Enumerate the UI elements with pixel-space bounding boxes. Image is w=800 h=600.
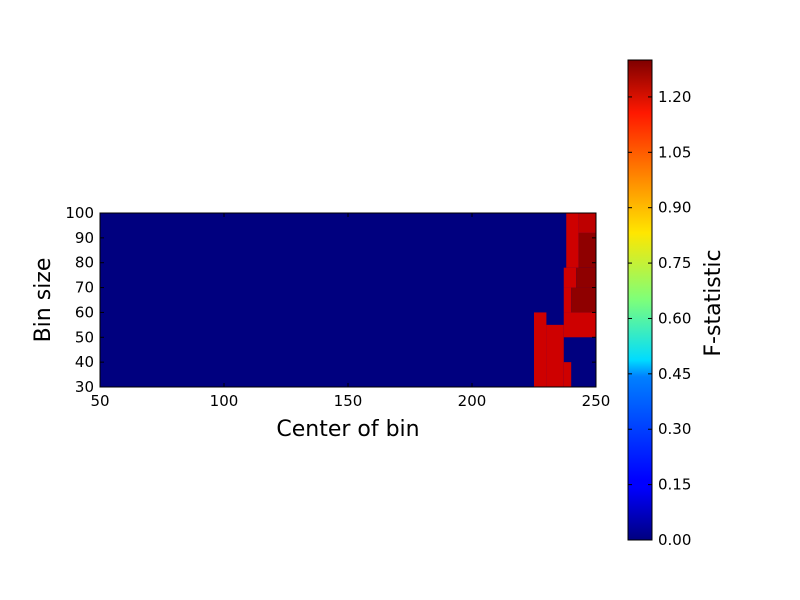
heatmap-cells [534,213,596,387]
y-tick-label: 80 [75,254,94,272]
heatmap-plot: 50 100 150 200 250 30 40 50 60 70 80 90 100 Center … [31,204,610,442]
y-tick-label: 70 [75,279,94,297]
heatmap-cell [576,267,596,288]
y-tick-label: 50 [75,328,94,346]
colorbar-tick-label: 0.30 [658,420,691,438]
heatmap-cell [546,324,564,387]
heatmap-cell [563,312,596,338]
y-axis-title: Bin size [31,258,56,343]
x-tick-label: 200 [458,392,487,410]
x-axis-ticks: 50 100 150 200 250 [90,213,610,410]
colorbar-tick-label: 0.75 [658,254,691,272]
colorbar-tick-label: 0.15 [658,476,691,494]
y-tick-label: 30 [75,378,94,396]
heatmap-cell [534,312,547,387]
heatmap-cell [578,213,596,233]
y-tick-label: 60 [75,303,94,321]
colorbar-tick-label: 1.20 [658,88,691,106]
y-axis-ticks: 30 40 50 60 70 80 90 100 [65,204,596,396]
colorbar-gradient [627,59,653,541]
heatmap-background [100,213,596,387]
heatmap-cell [578,232,596,268]
colorbar-tick-label: 1.05 [658,143,691,161]
colorbar-tick-label: 0.60 [658,309,691,327]
heatmap-cell [563,362,572,387]
colorbar-title: F-statistic [701,249,726,356]
colorbar: 0.00 0.15 0.30 0.45 0.60 0.75 0.90 1.05 1.20 F-s… [627,59,726,549]
colorbar-tick-label: 0.00 [658,531,691,549]
heatmap-cell [563,267,577,288]
colorbar-tick-label: 0.45 [658,365,691,383]
y-tick-label: 100 [65,204,94,222]
x-tick-label: 50 [90,392,109,410]
x-axis-title: Center of bin [276,417,419,442]
x-tick-label: 150 [334,392,363,410]
x-tick-label: 100 [210,392,239,410]
y-tick-label: 40 [75,353,94,371]
colorbar-ticks: 0.00 0.15 0.30 0.45 0.60 0.75 0.90 1.05 1.20 [628,88,691,549]
y-tick-label: 90 [75,229,94,247]
heatmap-cell [571,287,596,313]
heatmap-cell [566,213,579,268]
x-tick-label: 250 [582,392,611,410]
heatmap-cell [563,287,572,313]
colorbar-tick-label: 0.90 [658,199,691,217]
